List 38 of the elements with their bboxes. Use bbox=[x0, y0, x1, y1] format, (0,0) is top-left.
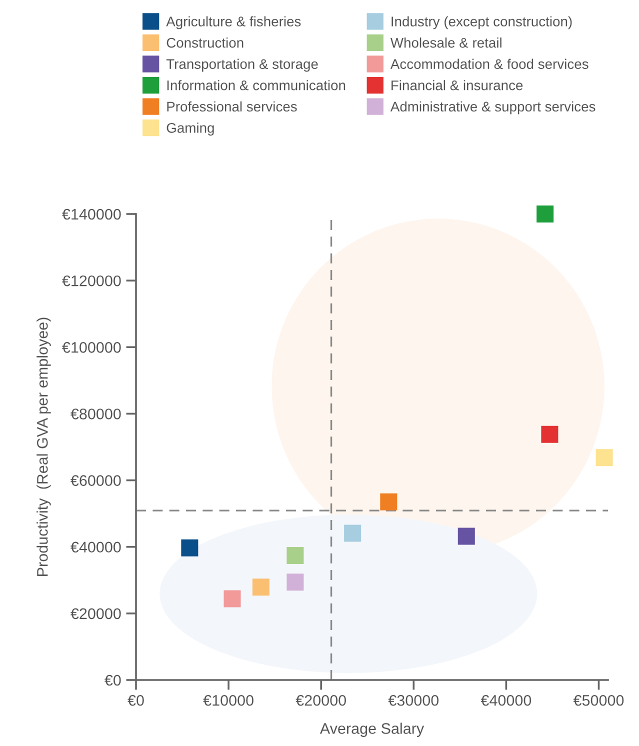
x-tick-label: €30000 bbox=[388, 694, 439, 706]
legend-label: Agriculture & fisheries bbox=[166, 16, 301, 30]
legend-label: Industry (except construction) bbox=[392, 16, 572, 30]
y-tick-label: €140000 bbox=[62, 208, 121, 220]
x-tick-label: €10000 bbox=[203, 694, 254, 706]
y-tick-label: €40000 bbox=[70, 542, 121, 553]
point bbox=[286, 547, 304, 564]
y-tick-label: €120000 bbox=[62, 275, 121, 286]
point bbox=[380, 493, 398, 510]
x-axis-title: Average Salary bbox=[320, 722, 424, 737]
point bbox=[458, 528, 475, 545]
y-tick-label: €80000 bbox=[70, 408, 121, 420]
legend-label: Accommodation & food services bbox=[390, 58, 588, 69]
legend-label: Financial & insurance bbox=[392, 80, 523, 90]
y-tick-label: €100000 bbox=[62, 342, 121, 353]
legend-label: Construction bbox=[166, 38, 244, 48]
point bbox=[596, 449, 613, 466]
y-axis-title: Productivity (Real GVA per employee) bbox=[36, 318, 51, 576]
x-tick-label: €40000 bbox=[480, 694, 532, 706]
point bbox=[536, 205, 554, 223]
y-tick-label: €60000 bbox=[70, 475, 121, 486]
y-tick-label: €0 bbox=[104, 674, 121, 686]
point bbox=[252, 578, 270, 596]
legend-label: Administrative & support services bbox=[390, 101, 596, 114]
legend-label: Wholesale & retail bbox=[390, 38, 502, 48]
point bbox=[286, 574, 304, 591]
legend-label: Information & communication bbox=[167, 80, 346, 90]
y-tick-label: €20000 bbox=[70, 608, 121, 620]
point bbox=[224, 590, 241, 608]
legend-label: Gaming bbox=[166, 122, 214, 136]
legend-label: Professional services bbox=[167, 101, 297, 112]
x-tick-label: €50000 bbox=[573, 694, 624, 706]
point bbox=[181, 539, 198, 556]
point bbox=[541, 426, 558, 443]
x-tick-label: €20000 bbox=[296, 694, 346, 706]
x-tick-label: €0 bbox=[128, 694, 144, 706]
legend-label: Transportation & storage bbox=[166, 58, 318, 72]
point bbox=[344, 524, 362, 542]
